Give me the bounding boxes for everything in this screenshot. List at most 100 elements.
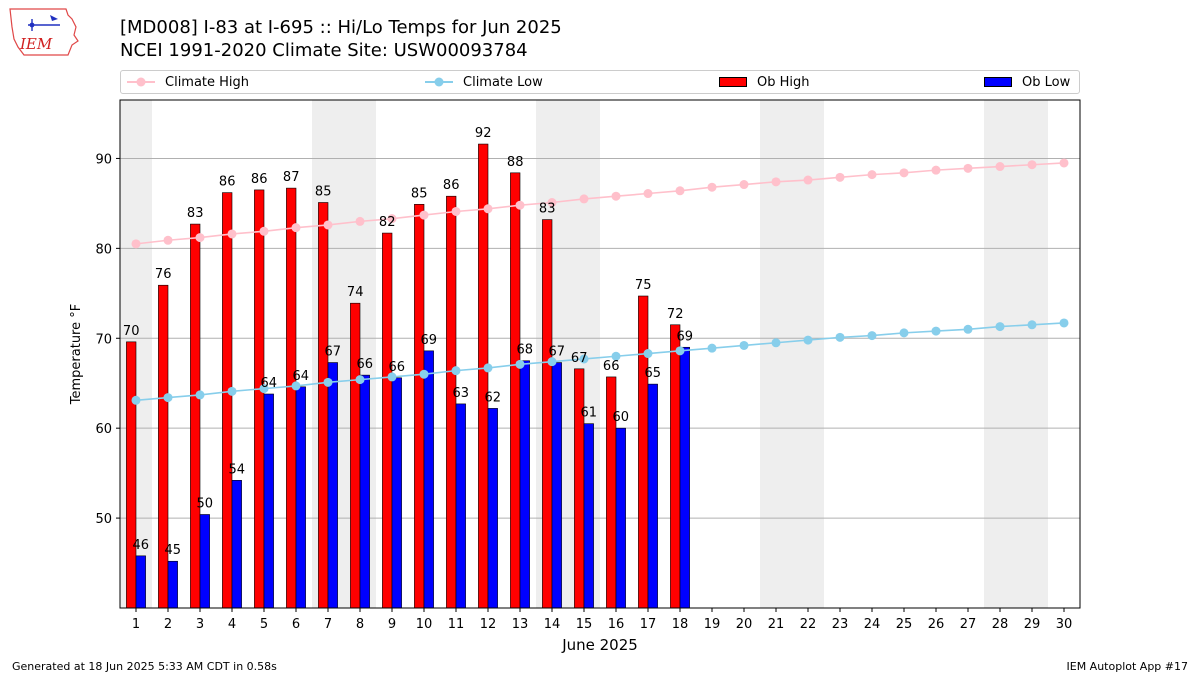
x-tick-label: 13	[512, 617, 529, 632]
ob-high-legend-swatch	[719, 77, 747, 87]
ob-low-legend-swatch	[984, 77, 1012, 87]
climate-low-point	[675, 346, 685, 356]
legend-item-ob-high: Ob High	[719, 71, 810, 93]
climate-low-point	[931, 326, 941, 336]
x-tick-label: 17	[640, 617, 657, 632]
climate-high-point	[835, 172, 845, 182]
ob-high-bar	[510, 172, 521, 609]
climate-high-point	[803, 175, 813, 185]
ob-high-label: 66	[603, 359, 620, 374]
ob-high-bar	[670, 324, 681, 609]
climate-high-point	[163, 235, 173, 245]
weekend-shade	[760, 100, 792, 608]
ob-low-label: 64	[293, 369, 310, 384]
climate-low-point	[547, 357, 557, 367]
climate-high-point	[739, 180, 749, 190]
x-tick-label: 22	[800, 617, 817, 632]
ob-low-bar	[135, 555, 146, 609]
ob-high-bar	[318, 202, 329, 609]
ob-low-label: 69	[421, 333, 438, 348]
climate-high-point	[579, 194, 589, 204]
ob-high-label: 85	[315, 184, 332, 199]
climate-high-point	[195, 233, 205, 243]
climate-high-point	[1027, 160, 1037, 170]
climate-low-point	[515, 359, 525, 369]
climate-high-legend-icon	[127, 77, 155, 87]
y-tick-label: 50	[95, 512, 112, 527]
x-tick-label: 9	[388, 617, 396, 632]
ob-low-bar	[647, 383, 658, 609]
ob-low-label: 67	[325, 345, 342, 360]
climate-high-point	[611, 191, 621, 201]
ob-high-label: 88	[507, 155, 524, 170]
ob-high-bar	[190, 223, 201, 609]
climate-high-point	[995, 162, 1005, 172]
ob-high-bar	[478, 143, 489, 609]
ob-high-bar	[382, 232, 393, 609]
ob-high-label: 83	[187, 206, 204, 221]
legend-item-ob-low: Ob Low	[984, 71, 1070, 93]
ob-low-bar	[391, 377, 402, 609]
climate-low-point	[867, 331, 877, 341]
ob-low-label: 60	[613, 410, 630, 425]
climate-high-point	[899, 168, 909, 178]
x-tick-label: 3	[196, 617, 204, 632]
x-tick-label: 12	[480, 617, 497, 632]
x-tick-label: 26	[928, 617, 945, 632]
climate-high-point	[451, 206, 461, 216]
ob-low-label: 61	[581, 406, 598, 421]
ob-high-label: 86	[443, 178, 460, 193]
ob-low-label: 62	[485, 390, 502, 405]
legend-label-ob-high: Ob High	[757, 74, 810, 90]
x-tick-label: 8	[356, 617, 364, 632]
ob-low-label: 64	[261, 376, 278, 391]
climate-high-point	[419, 210, 429, 220]
climate-high-point	[291, 223, 301, 233]
ob-high-label: 92	[475, 126, 492, 141]
ob-low-bar	[199, 514, 210, 609]
x-tick-label: 2	[164, 617, 172, 632]
climate-low-point	[579, 354, 589, 364]
ob-high-label: 85	[411, 186, 428, 201]
ob-low-bar	[487, 408, 498, 609]
climate-low-point	[131, 395, 141, 405]
climate-high-point	[131, 239, 141, 249]
y-axis-label: Temperature °F	[69, 304, 84, 405]
climate-low-point	[707, 343, 717, 353]
ob-high-label: 86	[251, 172, 268, 187]
x-tick-label: 5	[260, 617, 268, 632]
ob-high-label: 82	[379, 215, 396, 230]
ob-low-bar	[327, 362, 338, 609]
x-tick-label: 4	[228, 617, 236, 632]
ob-high-label: 72	[667, 307, 684, 322]
ob-low-label: 45	[165, 543, 182, 558]
y-tick-label: 90	[95, 152, 112, 167]
climate-low-point	[291, 381, 301, 391]
legend-label-climate-low: Climate Low	[463, 74, 543, 90]
climate-high-point	[227, 229, 237, 239]
x-tick-label: 24	[864, 617, 881, 632]
ob-low-bar	[455, 403, 466, 609]
ob-low-bar	[679, 346, 690, 609]
ob-low-label: 50	[197, 496, 214, 511]
climate-low-point	[739, 340, 749, 350]
ob-high-bar	[254, 189, 265, 609]
x-tick-label: 15	[576, 617, 593, 632]
climate-low-legend-icon	[425, 77, 453, 87]
ob-low-bar	[551, 362, 562, 609]
x-tick-label: 18	[672, 617, 689, 632]
climate-low-point	[163, 393, 173, 403]
x-tick-label: 16	[608, 617, 625, 632]
ob-high-bar	[542, 219, 553, 609]
climate-high-point	[867, 170, 877, 180]
ob-low-bar	[423, 350, 434, 609]
climate-low-point	[1059, 318, 1069, 328]
ob-low-label: 66	[357, 357, 374, 372]
ob-low-label: 54	[229, 462, 246, 477]
climate-low-point	[1027, 320, 1037, 330]
climate-high-point	[643, 189, 653, 199]
ob-low-label: 67	[549, 345, 566, 360]
climate-low-point	[643, 349, 653, 359]
ob-high-bar	[638, 295, 649, 609]
x-tick-label: 14	[544, 617, 561, 632]
